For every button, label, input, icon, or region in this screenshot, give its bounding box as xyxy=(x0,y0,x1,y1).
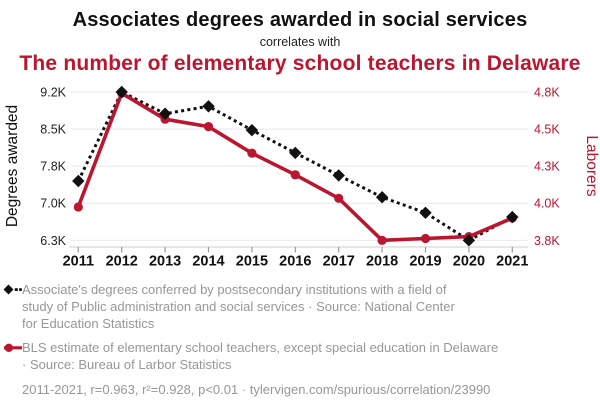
series-degrees-point xyxy=(419,206,432,219)
series-degrees-point xyxy=(115,85,128,99)
right-axis-tick-label: 4.0K xyxy=(534,197,560,211)
legend-text-degrees: Associate's degrees conferred by postsec… xyxy=(22,282,592,332)
chart-header: Associates degrees awarded in social ser… xyxy=(0,0,600,77)
series-teachers-point xyxy=(377,235,387,245)
x-axis-year-label: 2018 xyxy=(366,254,398,270)
red-circle-line-marker-icon xyxy=(4,343,22,353)
left-axis-tick-label: 7.8K xyxy=(40,160,66,174)
series-degrees-point xyxy=(245,123,259,137)
correlates-with-label: correlates with xyxy=(259,35,341,49)
right-axis-tick-label: 4.8K xyxy=(534,86,560,100)
left-axis-tick-label: 7.0K xyxy=(40,197,66,211)
series-teachers-point xyxy=(247,148,257,158)
chart-area: 9.2K 4.8K 8.5K 4.5K 7.8K 4.3K 7.0K 4.0K 6.3K 3.8K… xyxy=(0,77,600,272)
x-axis-year-label: 2017 xyxy=(323,254,355,270)
series-degrees-point xyxy=(202,100,215,113)
legend-item-degrees: Associate's degrees conferred by postsec… xyxy=(3,282,592,332)
left-axis-tick-label: 9.2K xyxy=(40,86,66,100)
series-degrees-point xyxy=(375,191,389,204)
series-degrees-point xyxy=(72,174,85,188)
left-axis-title: Degrees awarded xyxy=(4,105,21,227)
right-axis-tick-label: 3.8K xyxy=(534,234,560,248)
series-degrees-point xyxy=(462,234,476,247)
x-axis-year-label: 2013 xyxy=(149,254,181,270)
series-teachers-point xyxy=(420,233,431,244)
series-teachers-line xyxy=(76,91,514,243)
right-axis-tick-label: 4.3K xyxy=(534,160,560,174)
black-diamond-dotted-marker-icon xyxy=(3,284,22,295)
x-axis-year-label: 2016 xyxy=(279,254,311,270)
x-axis-year-label: 2020 xyxy=(453,254,485,270)
legend-line: Associate's degrees conferred by postsec… xyxy=(22,282,447,297)
legend-text-teachers: BLS estimate of elementary school teache… xyxy=(22,340,592,374)
legend-item-teachers: BLS estimate of elementary school teache… xyxy=(3,340,592,374)
page-subtitle: The number of elementary school teachers… xyxy=(19,52,581,75)
dual-axis-line-chart: 9.2K 4.8K 8.5K 4.5K 7.8K 4.3K 7.0K 4.0K 6.3K 3.8K… xyxy=(4,85,600,270)
x-axis-year-label: 2012 xyxy=(106,254,138,270)
series-degrees-point xyxy=(289,146,302,160)
x-axis-year-label: 2019 xyxy=(409,254,441,270)
series-degrees-point xyxy=(506,210,519,224)
left-axis-tick-label: 6.3K xyxy=(40,234,66,248)
x-axis-year-label: 2014 xyxy=(192,254,224,270)
series-teachers-point xyxy=(73,202,83,212)
x-axis-year-label: 2011 xyxy=(63,254,94,270)
page-title: Associates degrees awarded in social ser… xyxy=(72,9,528,31)
legend-line: BLS estimate of elementary school teache… xyxy=(22,340,499,356)
x-axis-year-label: 2015 xyxy=(236,254,268,270)
series-teachers-point xyxy=(203,122,214,132)
right-axis-tick-label: 4.5K xyxy=(534,123,560,137)
stats-and-source-line: 2011-2021, r=0.963, r²=0.928, p<0.01 · t… xyxy=(22,381,491,397)
legend-line: study of Public administration and socia… xyxy=(22,298,455,314)
series-degrees-point xyxy=(332,169,345,182)
series-teachers-point xyxy=(290,170,300,180)
x-axis-year-label: 2021 xyxy=(496,254,528,270)
left-axis-tick-label: 8.5K xyxy=(40,123,66,137)
chart-legend: Associate's degrees conferred by postsec… xyxy=(0,282,600,399)
right-axis-title: Laborers xyxy=(583,135,600,196)
legend-line: for Education Statistics xyxy=(22,315,155,331)
series-teachers-point xyxy=(334,193,344,203)
series-degrees-point xyxy=(158,107,172,120)
legend-line: · Source: Bureau of Larbor Statistics xyxy=(22,357,232,373)
